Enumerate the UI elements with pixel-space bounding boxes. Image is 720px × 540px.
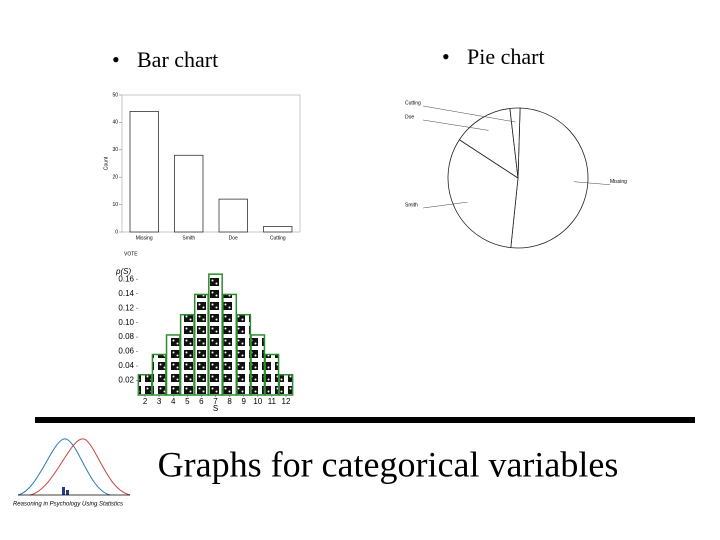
dice-bar — [193, 293, 209, 396]
bar — [263, 226, 293, 233]
y-tick-label: 30 — [112, 147, 118, 153]
pie-slice — [458, 108, 519, 179]
slice-label: Cutting — [405, 100, 421, 106]
leader-line — [422, 201, 468, 209]
slice-label: Doe — [405, 114, 414, 120]
slide-title: Graphs for categorical variables — [158, 444, 619, 484]
dice-bar — [179, 313, 195, 396]
y-tick-label: 0.04 — [118, 361, 134, 370]
y-axis-label: p(S) — [115, 267, 131, 276]
dice-bar — [137, 373, 153, 396]
bullet-text: Bar chart — [137, 47, 218, 72]
x-tick-label: 12 — [282, 397, 291, 406]
bullet: • — [112, 47, 120, 72]
leader-line — [422, 119, 489, 131]
y-tick-label: 0.16 — [118, 274, 134, 283]
x-tick-label: Cutting — [270, 235, 286, 241]
x-tick-label: 10 — [253, 397, 262, 406]
leader-line — [422, 105, 516, 123]
x-tick-label: Smith — [182, 235, 195, 241]
dice-bar — [222, 293, 238, 396]
bullet-text: Pie chart — [467, 44, 545, 69]
dice-bar — [165, 334, 181, 396]
y-tick-label: 0.12 — [118, 303, 134, 312]
x-tick-label: 8 — [227, 397, 232, 406]
y-tick-label: 20 — [112, 175, 118, 181]
x-tick-label: 3 — [157, 397, 162, 406]
leader-line — [573, 181, 611, 185]
plot-frame — [121, 94, 301, 233]
x-tick-label: Missing — [136, 235, 153, 241]
logo-text: Reasoning in Psychology Using Statistics — [13, 502, 123, 508]
x-tick-label: 6 — [199, 397, 204, 406]
dice-bar — [250, 334, 266, 396]
y-tick-label: 0.08 — [118, 332, 134, 341]
slice-label: Smith — [405, 202, 418, 208]
x-axis-label: S — [213, 404, 218, 413]
x-tick-label: 7 — [213, 397, 218, 406]
x-tick-label: 2 — [143, 397, 148, 406]
x-tick-label: 9 — [241, 397, 246, 406]
x-axis-label: VOTE — [124, 251, 138, 257]
bar — [174, 154, 204, 233]
logo — [17, 438, 131, 496]
y-tick-label: 0.10 — [118, 318, 134, 327]
x-tick-label: 5 — [185, 397, 190, 406]
dice-bar — [264, 353, 280, 396]
y-tick-label: 0.06 — [118, 347, 134, 356]
separator — [35, 417, 695, 423]
y-tick-label: 0.02 — [118, 376, 134, 385]
y-tick-label: 40 — [112, 120, 118, 126]
bar — [218, 198, 248, 233]
x-tick-label: 4 — [171, 397, 176, 406]
dice-bar — [151, 353, 167, 396]
y-tick-label: 0.14 — [118, 289, 134, 298]
pie-slice — [510, 107, 589, 249]
y-tick-label: 0 — [115, 229, 118, 235]
dice-bar — [278, 373, 294, 396]
slice-label: Missing — [610, 179, 627, 185]
bullet: • — [442, 44, 450, 69]
y-tick-label: 50 — [112, 92, 118, 98]
dice-bar — [236, 313, 252, 396]
y-axis-label: Count — [103, 156, 109, 170]
y-tick-label: 10 — [112, 202, 118, 208]
dice-bar — [208, 273, 223, 396]
x-tick-label: 11 — [268, 397, 277, 406]
x-tick-label: Doe — [229, 235, 238, 241]
bar — [129, 111, 159, 233]
pie-slice — [509, 107, 521, 179]
